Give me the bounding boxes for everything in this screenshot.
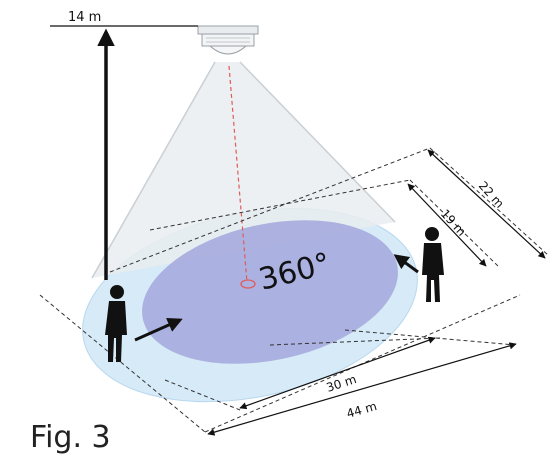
mount-height-label: 14 m	[68, 10, 101, 25]
ceiling-sensor-icon	[197, 25, 259, 55]
center-target-ring	[240, 279, 256, 289]
approach-arrow-right	[393, 254, 419, 274]
inner-depth-label: 19 m	[438, 207, 469, 239]
outer-depth-dimension	[427, 149, 546, 259]
outer-width-dimension	[207, 342, 517, 436]
figure-caption: Fig. 3	[30, 420, 111, 455]
person-right-icon	[422, 227, 444, 302]
outer-depth-label: 22 m	[476, 179, 507, 211]
outer-width-label: 44 m	[345, 399, 378, 421]
cone-edge-left	[91, 61, 216, 279]
center-laser-line	[228, 65, 248, 283]
inner-detection-zone	[142, 220, 398, 364]
cone-edge-right	[239, 61, 396, 223]
person-left-icon	[105, 285, 127, 362]
approach-arrow-left	[134, 318, 183, 342]
